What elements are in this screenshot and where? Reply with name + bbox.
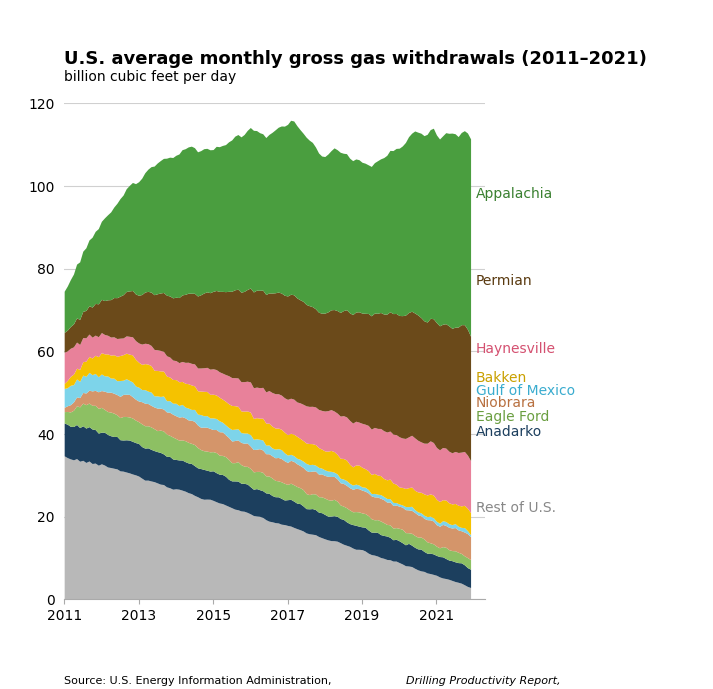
- Text: Eagle Ford: Eagle Ford: [476, 410, 549, 424]
- Text: Niobrara: Niobrara: [476, 396, 536, 410]
- Text: Permian: Permian: [476, 274, 532, 288]
- Text: U.S. average monthly gross gas withdrawals (2011–2021): U.S. average monthly gross gas withdrawa…: [64, 50, 647, 68]
- Text: Bakken: Bakken: [476, 371, 527, 385]
- Text: Source: U.S. Energy Information Administration,: Source: U.S. Energy Information Administ…: [64, 675, 335, 686]
- Text: Gulf of Mexico: Gulf of Mexico: [476, 384, 575, 398]
- Text: Haynesville: Haynesville: [476, 342, 555, 356]
- Text: billion cubic feet per day: billion cubic feet per day: [64, 70, 237, 83]
- Text: Rest of U.S.: Rest of U.S.: [476, 502, 555, 515]
- Text: Drilling Productivity Report,: Drilling Productivity Report,: [406, 675, 561, 686]
- Text: Appalachia: Appalachia: [476, 187, 553, 201]
- Text: Anadarko: Anadarko: [476, 425, 542, 439]
